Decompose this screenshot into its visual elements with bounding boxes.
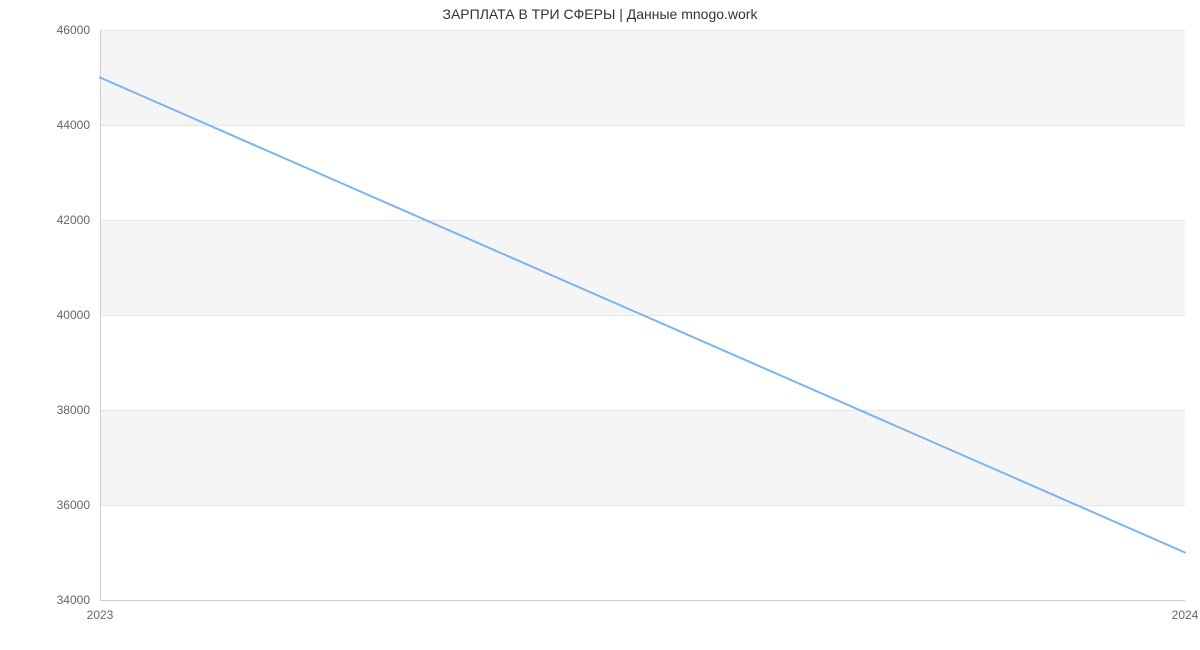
- salary-chart: ЗАРПЛАТА В ТРИ СФЕРЫ | Данные mnogo.work…: [0, 0, 1200, 650]
- plot-area: [100, 30, 1185, 600]
- chart-title: ЗАРПЛАТА В ТРИ СФЕРЫ | Данные mnogo.work: [0, 6, 1200, 22]
- x-axis-line: [100, 600, 1185, 601]
- y-axis-label: 36000: [0, 498, 90, 512]
- y-axis-label: 46000: [0, 23, 90, 37]
- y-axis-label: 44000: [0, 118, 90, 132]
- y-axis-label: 40000: [0, 308, 90, 322]
- line-series: [100, 30, 1185, 600]
- y-axis-label: 34000: [0, 593, 90, 607]
- salary-line: [100, 78, 1185, 553]
- x-axis-label: 2024: [1172, 608, 1199, 622]
- y-axis-label: 38000: [0, 403, 90, 417]
- x-axis-label: 2023: [87, 608, 114, 622]
- y-axis-label: 42000: [0, 213, 90, 227]
